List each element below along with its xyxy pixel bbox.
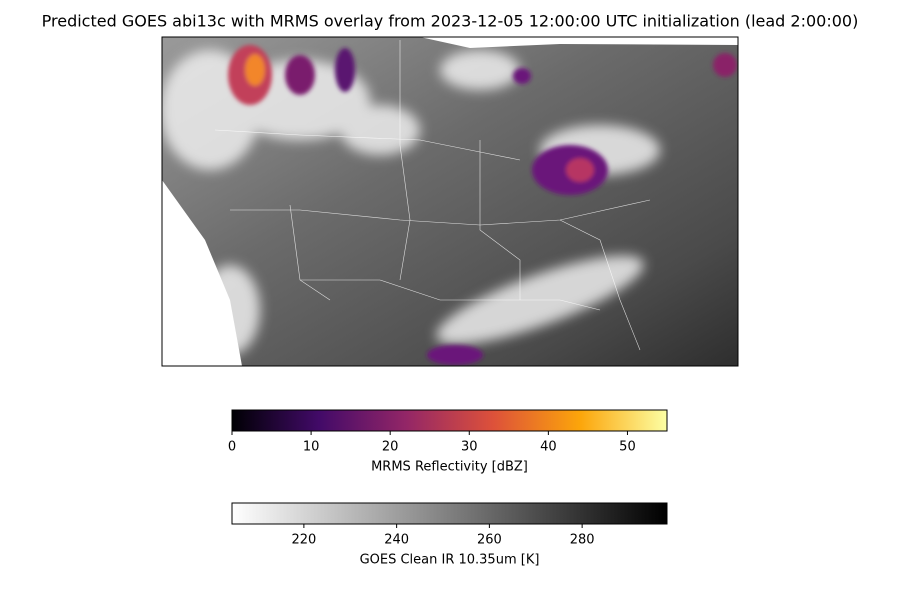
tick-label: 280: [570, 533, 595, 548]
colorbar-label: MRMS Reflectivity [dBZ]: [371, 460, 528, 475]
tick-label: 0: [228, 440, 236, 455]
tick-label: 10: [303, 440, 320, 455]
map-frame: [161, 36, 739, 367]
tick-label: 40: [540, 440, 557, 455]
colorbar: [231, 409, 668, 432]
tick-label: 30: [461, 440, 478, 455]
tick-label: 260: [477, 533, 502, 548]
tick-label: 240: [384, 533, 409, 548]
tick-label: 220: [291, 533, 316, 548]
tick-label: 50: [619, 440, 636, 455]
figure-title: Predicted GOES abi13c with MRMS overlay …: [42, 12, 859, 31]
colorbar-label: GOES Clean IR 10.35um [K]: [360, 553, 540, 568]
colorbar: [231, 502, 668, 525]
satellite-map: [162, 37, 738, 366]
tick-label: 20: [382, 440, 399, 455]
